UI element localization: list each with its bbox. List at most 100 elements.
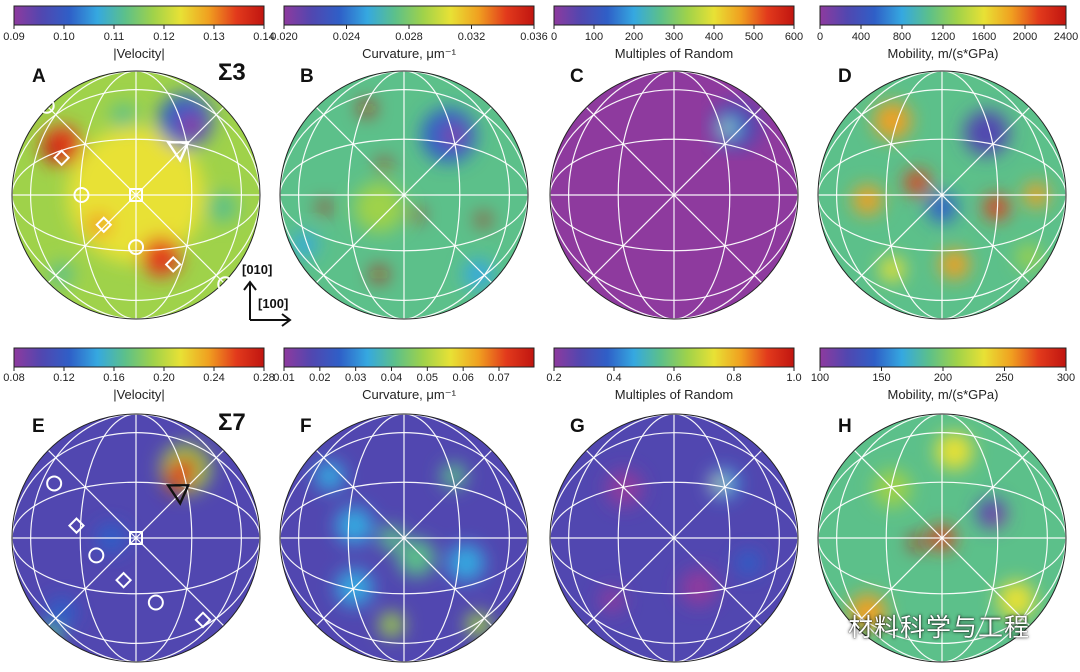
- intensity-blob: [984, 195, 1009, 220]
- pole-figure: [280, 414, 528, 662]
- axis-label-100: [100]: [258, 296, 288, 311]
- panel-letter: F: [300, 416, 312, 437]
- colorbar-tick-label: 100: [585, 31, 603, 43]
- colorbar-tick-label: 400: [705, 31, 723, 43]
- watermark-text: 材料科学与工程: [848, 613, 1031, 642]
- colorbar-tick-label: 0.16: [103, 372, 124, 384]
- marker-circle: [217, 276, 234, 293]
- colorbar-tick-label: 0.12: [153, 31, 174, 43]
- colorbar-tick-label: 300: [665, 31, 683, 43]
- intensity-blob: [909, 535, 925, 551]
- colorbar: [283, 5, 535, 26]
- marker-diamond: [53, 149, 71, 167]
- marker-triangle: [165, 484, 191, 506]
- marker-triangle: [165, 141, 191, 163]
- colorbar-tick-label: 0.14: [253, 31, 274, 43]
- panel-letter: E: [32, 416, 45, 437]
- colorbar-tick-label: 0.01: [273, 372, 294, 384]
- panel-a: 0.09 0.10 0.11 0.12 0.13 0.14 |Velocity| A Σ3: [3, 5, 275, 320]
- colorbar-tick-label: 0.08: [3, 372, 24, 384]
- pole-figure-outline: [549, 413, 799, 663]
- marker-circle: [147, 594, 164, 611]
- intensity-blob: [140, 237, 181, 277]
- colorbar-tick-label: 1600: [972, 31, 996, 43]
- colorbar-tick-label: 250: [995, 372, 1013, 384]
- colorbar-tick-label: 0: [817, 31, 823, 43]
- intensity-blob: [86, 212, 112, 238]
- intensity-blob: [397, 539, 435, 577]
- colorbar-tick-label: 0.028: [395, 31, 423, 43]
- marker-diamond: [95, 216, 113, 234]
- colorbar-tick-label: 0.6: [666, 372, 681, 384]
- pole-figure: [12, 71, 260, 319]
- panel-d: 0 400 800 1200 1600 2000 2400 Mobility, m/(s*GP…: [817, 5, 1078, 320]
- marker-diamond: [67, 517, 85, 535]
- markers: [38, 97, 234, 629]
- marker-circle: [88, 547, 105, 564]
- intensity-blob: [997, 581, 1035, 619]
- intensity-blob: [447, 544, 485, 582]
- sigma-label: Σ3: [218, 59, 246, 86]
- pole-figure-outline: [279, 70, 529, 320]
- colorbar-tick-label: 300: [1057, 372, 1075, 384]
- colorbar-tick-label: 200: [625, 31, 643, 43]
- colorbar-tick-label: 800: [893, 31, 911, 43]
- pole-figure: [818, 71, 1066, 319]
- colorbar-label: Curvature, μm⁻¹: [362, 387, 456, 402]
- panel-f: 0.01 0.02 0.03 0.04 0.05 0.06 0.07 Curvature, μ…: [273, 347, 535, 663]
- colorbar-label: Multiples of Random: [615, 46, 734, 61]
- intensity-blob: [852, 185, 883, 215]
- panel-letter: G: [570, 416, 585, 437]
- panel-b: 0.020 0.024 0.028 0.032 0.036 Curvature, μm⁻¹…: [270, 5, 548, 320]
- intensity-blob: [377, 159, 391, 172]
- intensity-blob: [904, 170, 930, 196]
- colorbar-tick-label: 0.28: [253, 372, 274, 384]
- panel-letter: H: [838, 416, 852, 437]
- colorbar-label: |Velocity|: [113, 46, 165, 61]
- panel-letter: B: [300, 66, 314, 87]
- marker-circle: [73, 187, 90, 203]
- pole-figure-outline: [279, 413, 529, 663]
- colorbar-tick-label: 0.02: [309, 372, 330, 384]
- colorbar-tick-label: 0.020: [270, 31, 298, 43]
- colorbar-tick-label: 0.04: [381, 372, 402, 384]
- colorbar: [553, 347, 795, 368]
- intensity-blob: [477, 213, 490, 226]
- pole-figure-outline: [11, 413, 261, 663]
- colorbar-tick-label: 0.06: [452, 372, 473, 384]
- intensity-blob: [721, 123, 732, 133]
- sigma-label: Σ7: [218, 409, 246, 436]
- colorbar-tick-label: 0.05: [417, 372, 438, 384]
- colorbar-tick-label: 0.024: [333, 31, 361, 43]
- intensity-blob: [873, 102, 912, 140]
- panel-letter: C: [570, 66, 584, 87]
- watermark: 材料科学与工程: [806, 604, 1068, 648]
- colorbar: [553, 5, 795, 26]
- colorbar-tick-label: 0.036: [520, 31, 548, 43]
- colorbar-tick-label: 0: [551, 31, 557, 43]
- intensity-blob: [335, 506, 373, 545]
- intensity-blob: [463, 259, 494, 290]
- intensity-blob: [354, 182, 405, 233]
- marker-diamond: [115, 571, 133, 589]
- marker-circle: [46, 475, 63, 492]
- colorbar-tick-label: 200: [934, 372, 952, 384]
- wechat-icon: [806, 612, 842, 639]
- intensity-blob: [318, 201, 331, 214]
- intensity-blob: [183, 456, 198, 472]
- colorbar-tick-label: 400: [852, 31, 870, 43]
- colorbar-tick-label: 600: [785, 31, 803, 43]
- colorbar-label: |Velocity|: [113, 387, 165, 402]
- pole-figure: [12, 414, 260, 662]
- marker-circle: [128, 239, 144, 256]
- colorbar-tick-label: 0.07: [488, 372, 509, 384]
- axis-label-010: [010]: [242, 262, 272, 277]
- pole-figure: [818, 414, 1066, 662]
- intensity-blob: [935, 432, 974, 470]
- colorbar: [13, 347, 265, 368]
- intensity-blob: [410, 208, 423, 222]
- colorbar-tick-label: 150: [872, 372, 890, 384]
- intensity-blob: [880, 257, 905, 282]
- intensity-blob: [736, 550, 761, 576]
